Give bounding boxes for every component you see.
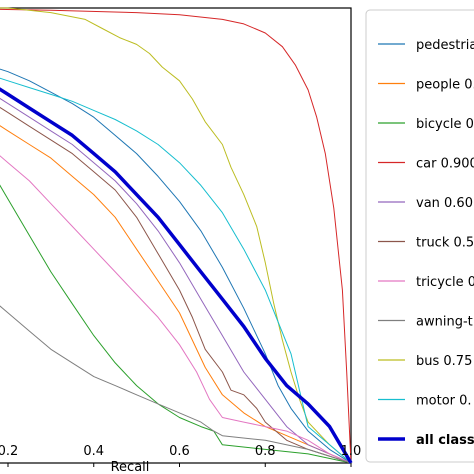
legend-label-7: awning-t [416, 315, 473, 330]
plot-area: 0.2 0.4 0.6 0.8 1.0 Recall [0, 7, 361, 474]
legend-label-8: bus 0.75 [416, 354, 472, 369]
legend-label-9: motor 0. [416, 394, 472, 409]
x-tick-label-2: 0.6 [169, 444, 190, 459]
curve-0 [0, 68, 352, 464]
x-tick-label-3: 0.8 [255, 444, 276, 459]
x-tick-label-0: 0.2 [0, 444, 18, 459]
curve-7 [0, 305, 352, 464]
curve-1 [0, 125, 352, 464]
curve-2 [0, 184, 352, 464]
curve-10 [0, 87, 353, 464]
curve-6 [0, 155, 352, 464]
legend-label-10: all classe [416, 433, 474, 448]
legend-label-0: pedestria [416, 38, 474, 53]
plot-frame [0, 7, 352, 464]
x-tick-label-1: 0.4 [83, 444, 104, 459]
curve-5 [0, 106, 352, 464]
x-axis-ticks: 0.2 0.4 0.6 0.8 1.0 [0, 444, 361, 467]
curve-9 [0, 77, 352, 464]
legend-label-5: truck 0.5 [416, 236, 474, 251]
x-axis-label: Recall [111, 460, 150, 474]
legend: pedestria people 0. bicycle 0 car 0.900 van … [365, 9, 474, 463]
legend-label-4: van 0.60 [416, 196, 473, 211]
curve-3 [0, 8, 352, 464]
legend-label-2: bicycle 0 [416, 117, 474, 132]
curve-4 [0, 97, 352, 464]
legend-label-3: car 0.900 [416, 157, 474, 172]
x-tick-label-4: 1.0 [341, 444, 362, 459]
legend-label-1: people 0. [416, 78, 474, 93]
legend-label-6: tricycle 0 [416, 275, 474, 290]
legend-items: pedestria people 0. bicycle 0 car 0.900 van … [378, 38, 474, 448]
curve-8 [0, 7, 352, 464]
curves-group [0, 7, 353, 464]
